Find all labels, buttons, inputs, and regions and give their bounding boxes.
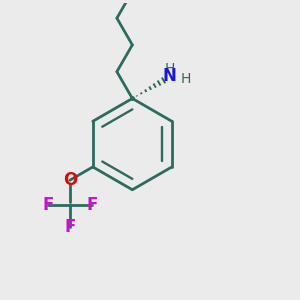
Text: F: F — [64, 218, 76, 236]
Text: H: H — [181, 72, 191, 86]
Text: O: O — [63, 171, 77, 189]
Text: H: H — [164, 62, 175, 76]
Text: F: F — [42, 196, 53, 214]
Text: F: F — [86, 196, 98, 214]
Text: N: N — [163, 68, 176, 85]
